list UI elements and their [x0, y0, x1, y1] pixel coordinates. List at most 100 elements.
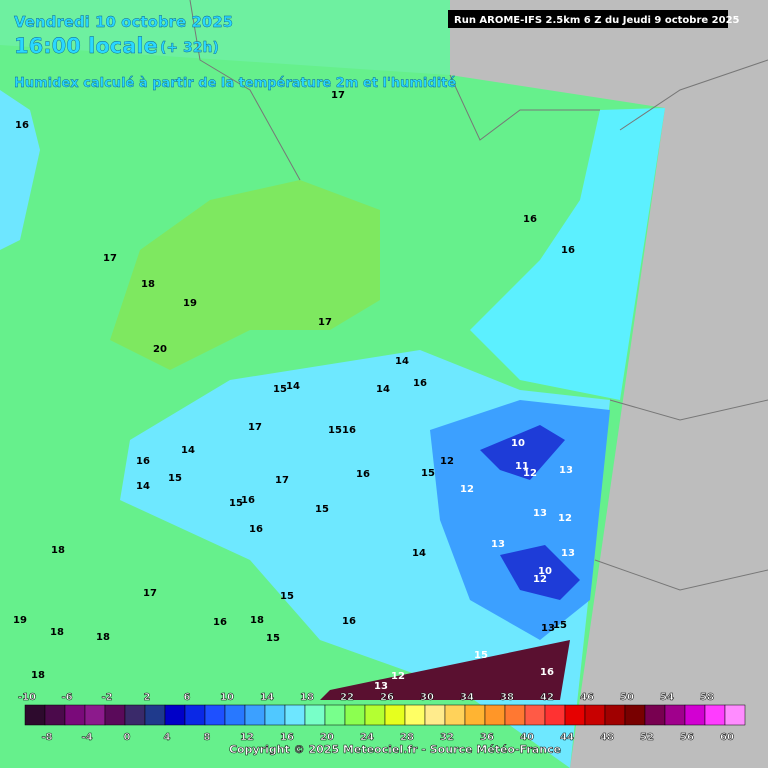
scale-cell — [244, 704, 266, 726]
scale-cell — [604, 704, 626, 726]
contour-label: 18 — [51, 545, 65, 556]
border — [594, 559, 768, 591]
contour-label: 17 — [331, 90, 345, 101]
contour-label: 16 — [136, 456, 150, 467]
contour-label: 15 — [273, 384, 287, 395]
contour-label: 13 — [541, 623, 555, 634]
scale-label: 54 — [660, 692, 674, 703]
cold-core — [500, 545, 580, 600]
contour-label: 18 — [141, 279, 155, 290]
contour-label: 18 — [250, 615, 264, 626]
contour-label: 12 — [558, 513, 572, 524]
sea-area — [320, 640, 570, 700]
scale-cell — [644, 704, 666, 726]
color-scale: -10-8-6-4-202468101214161820222426283032… — [18, 692, 746, 743]
scale-cell — [524, 704, 546, 726]
scale-cell — [24, 704, 46, 726]
run-info: Run AROME-IFS 2.5km 6 Z du Jeudi 9 octob… — [454, 15, 740, 26]
contour-label: 15 — [266, 633, 280, 644]
contour-label: 15 — [229, 498, 243, 509]
scale-label: 14 — [260, 692, 274, 703]
contour-label: 14 — [286, 381, 300, 392]
scale-label: 58 — [700, 692, 714, 703]
scale-label: 16 — [280, 732, 294, 743]
scale-cell — [444, 704, 466, 726]
copyright: Copyright © 2025 Meteociel.fr - Source M… — [229, 743, 561, 756]
scale-label: 6 — [184, 692, 191, 703]
contour-label: 15 — [328, 425, 342, 436]
contour-label: 12 — [460, 484, 474, 495]
scale-cell — [504, 704, 526, 726]
scale-label: 32 — [440, 732, 454, 743]
contour-label: 16 — [523, 214, 537, 225]
scale-label: 38 — [500, 692, 514, 703]
scale-label: 42 — [540, 692, 554, 703]
scale-cell — [204, 704, 226, 726]
scale-cell — [664, 704, 686, 726]
scale-label: -10 — [18, 692, 36, 703]
contour-label: 17 — [248, 422, 262, 433]
cool-area — [0, 90, 40, 250]
scale-cell — [684, 704, 706, 726]
contour-label: 17 — [275, 475, 289, 486]
time: 16:00 locale — [14, 34, 158, 58]
contour-label: 18 — [96, 632, 110, 643]
contour-label: 16 — [413, 378, 427, 389]
scale-label: 56 — [680, 732, 694, 743]
contour-label: 13 — [561, 548, 575, 559]
scale-label: 0 — [124, 732, 131, 743]
contour-label: 10 — [511, 438, 525, 449]
contour-label: 16 — [15, 120, 29, 131]
contour-label: 12 — [391, 671, 405, 682]
contour-label: 13 — [533, 508, 547, 519]
scale-label: 12 — [240, 732, 254, 743]
scale-cell — [304, 704, 326, 726]
contour-label: 13 — [559, 465, 573, 476]
scale-cell — [344, 704, 366, 726]
scale-cell — [84, 704, 106, 726]
scale-label: 52 — [640, 732, 654, 743]
scale-label: 20 — [320, 732, 334, 743]
scale-label: -4 — [81, 732, 92, 743]
contour-label: 15 — [474, 650, 488, 661]
run-box — [448, 10, 728, 28]
header-band — [0, 0, 450, 75]
contour-label: 15 — [421, 468, 435, 479]
scale-cell — [584, 704, 606, 726]
scale-label: -6 — [61, 692, 72, 703]
scale-label: 8 — [204, 732, 211, 743]
contour-label: 13 — [374, 681, 388, 692]
scale-cell — [284, 704, 306, 726]
scale-cell — [324, 704, 346, 726]
scale-cell — [544, 704, 566, 726]
contour-label: 16 — [241, 495, 255, 506]
scale-cell — [464, 704, 486, 726]
scale-label: 48 — [600, 732, 614, 743]
contour-label: 15 — [168, 473, 182, 484]
scale-label: 50 — [620, 692, 634, 703]
contour-label: 12 — [440, 456, 454, 467]
contour-label: 16 — [213, 617, 227, 628]
scale-label: -2 — [101, 692, 112, 703]
scale-label: -8 — [41, 732, 52, 743]
contour-label: 15 — [553, 620, 567, 631]
scale-cell — [264, 704, 286, 726]
contour-label: 12 — [533, 574, 547, 585]
contour-label: 19 — [183, 298, 197, 309]
contour-label: 16 — [540, 667, 554, 678]
lead-time: (+ 32h) — [160, 40, 219, 56]
contour-label: 14 — [395, 356, 409, 367]
border — [619, 59, 768, 131]
contour-label: 17 — [143, 588, 157, 599]
contour-label: 18 — [31, 670, 45, 681]
contour-label: 16 — [342, 425, 356, 436]
scale-cell — [184, 704, 206, 726]
warm-area — [110, 180, 380, 370]
scale-cell — [104, 704, 126, 726]
date: Vendredi 10 octobre 2025 — [14, 13, 233, 31]
scale-cell — [724, 704, 746, 726]
scale-label: 18 — [300, 692, 314, 703]
cold-core — [480, 425, 565, 480]
scale-cell — [404, 704, 426, 726]
contour-label: 19 — [13, 615, 27, 626]
